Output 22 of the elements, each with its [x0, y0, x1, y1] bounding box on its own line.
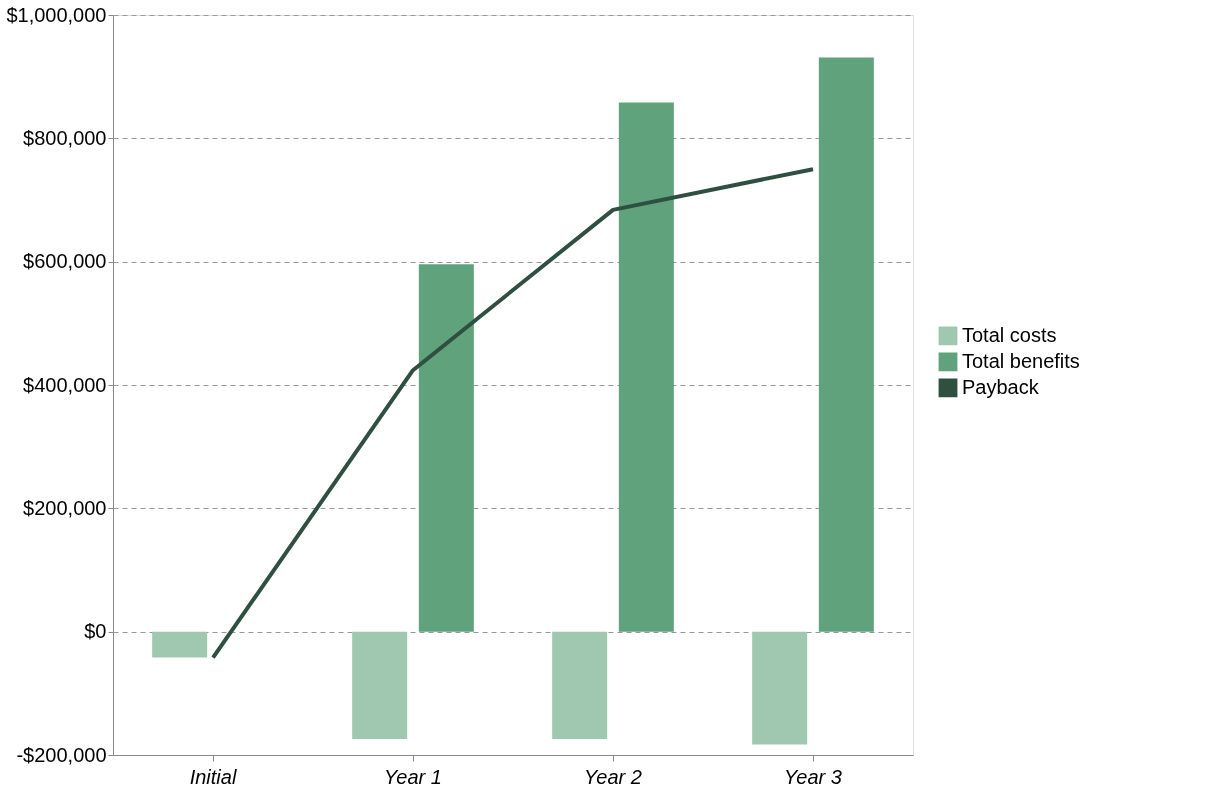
y-tick-label: $0: [84, 620, 107, 643]
bar: [618, 102, 674, 632]
y-tick-label: $600,000: [23, 250, 107, 273]
bar: [152, 631, 208, 658]
legend-label: Total benefits: [962, 349, 1080, 372]
bar: [818, 57, 874, 632]
y-tick-label: $200,000: [23, 496, 107, 519]
y-tick-label: $800,000: [23, 126, 107, 149]
y-tick-label: -$200,000: [16, 743, 107, 766]
x-tick-label: Year 1: [384, 765, 442, 788]
x-tick-label: Year 2: [584, 765, 642, 788]
bar: [552, 631, 608, 739]
x-tick-label: Year 3: [784, 765, 842, 788]
y-tick-label: $400,000: [23, 373, 107, 396]
line-series: [211, 167, 815, 660]
bar: [418, 264, 474, 632]
legend-label: Total costs: [962, 323, 1057, 346]
x-tick-label: Initial: [189, 765, 237, 788]
y-tick-label: $1,000,000: [6, 3, 107, 26]
bar: [752, 631, 808, 745]
legend-label: Payback: [962, 375, 1040, 398]
bar: [352, 631, 408, 739]
